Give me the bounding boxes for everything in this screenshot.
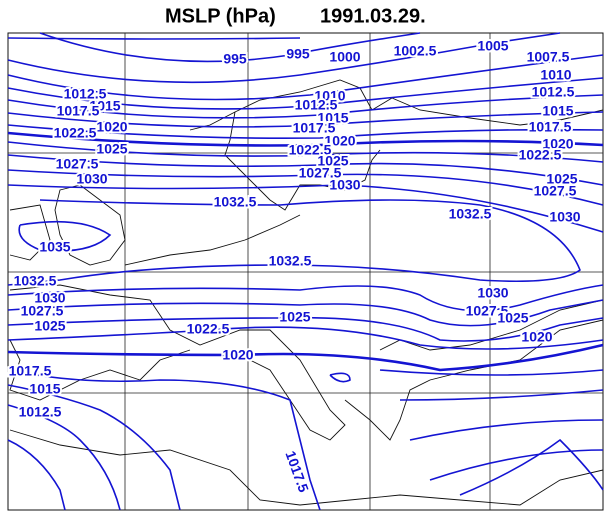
contour-label: 1025 <box>34 318 65 334</box>
date: 1991.03.29. <box>320 5 426 27</box>
contour-label: 1032.5 <box>269 253 312 269</box>
contour-label: 1017.5 <box>293 120 336 136</box>
contour-label: 1015 <box>542 103 573 119</box>
map-frame <box>7 32 604 511</box>
contour-label: 1000 <box>329 49 360 65</box>
contour-label: 1032.5 <box>14 273 57 289</box>
contour-label: 1017.5 <box>9 363 52 379</box>
contour-label: 1025 <box>497 310 528 326</box>
contour-label: 1025 <box>279 309 310 325</box>
contour-label: 1010 <box>540 67 571 83</box>
grid <box>8 33 603 510</box>
contour-label: 1012.5 <box>532 84 575 100</box>
contour-label: 1025 <box>317 153 348 169</box>
title: MSLP (hPa) <box>165 5 276 27</box>
contour-label: 1027.5 <box>534 183 577 199</box>
contour-label: 1012.5 <box>19 404 62 420</box>
contour-label: 1022.5 <box>54 125 97 141</box>
contour-label: 1012.5 <box>64 86 107 102</box>
contour-label: 1027.5 <box>56 156 99 172</box>
contour-label: 1017.5 <box>529 119 572 135</box>
isobar-labels: 995 995 1000 1002.5 1005 1007.5 1010 101… <box>7 36 583 497</box>
contour-label: 1025 <box>96 141 127 157</box>
contour-label: 1015 <box>29 381 60 397</box>
contour-label: 1022.5 <box>289 142 332 158</box>
contour-label: 1002.5 <box>394 43 437 59</box>
contour-label: 1027.5 <box>21 303 64 319</box>
contour-label: 1020 <box>324 133 355 149</box>
contour-label: 1015 <box>317 110 348 126</box>
contour-label: 1027.5 <box>299 165 342 181</box>
contour-label: 1022.5 <box>187 321 230 337</box>
contour-label: 1017.5 <box>57 103 100 119</box>
isobars <box>7 32 604 511</box>
contour-label: 1030 <box>34 290 65 306</box>
contour-label: 1030 <box>329 177 360 193</box>
contour-label: 1020 <box>96 119 127 135</box>
contour-label: 1012.5 <box>295 97 338 113</box>
contour-label: 995 <box>223 51 247 67</box>
contour-label: 1020 <box>542 136 573 152</box>
contour-label: 1020 <box>222 347 253 363</box>
contour-label: 1005 <box>477 38 508 54</box>
contour-label: 1015 <box>89 98 120 114</box>
contour-label: 1027.5 <box>466 303 509 319</box>
contour-label: 1010 <box>314 88 345 104</box>
contour-label: 1030 <box>76 171 107 187</box>
contour-label: 995 <box>286 46 310 62</box>
contour-label: 1035 <box>39 239 70 255</box>
contour-label: 1030 <box>549 209 580 225</box>
contour-label: 1032.5 <box>214 194 257 210</box>
contour-label: 1022.5 <box>519 147 562 163</box>
contour-label: 1032.5 <box>449 206 492 222</box>
contour-label: 1030 <box>477 285 508 301</box>
contour-label: 1007.5 <box>527 49 570 65</box>
contour-label: 1020 <box>521 329 552 345</box>
contour-label: 1025 <box>546 171 577 187</box>
